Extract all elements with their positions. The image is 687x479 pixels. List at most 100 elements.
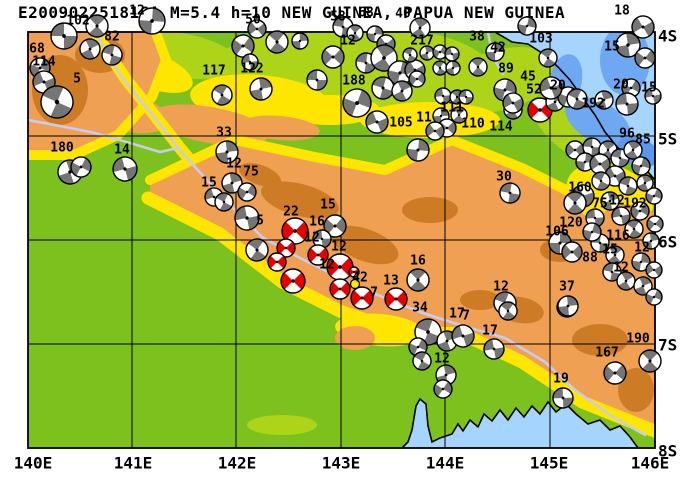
ball-label: 192 (623, 197, 646, 212)
ball-label: 122 (240, 62, 263, 77)
beachball (611, 206, 631, 226)
river (28, 118, 180, 154)
ball-label: 103 (529, 32, 552, 47)
beachball (552, 387, 574, 409)
beachball (538, 48, 558, 68)
terrain-patch (247, 415, 317, 435)
sea-depth-patch (565, 97, 631, 147)
ball-label: 12 (304, 231, 320, 246)
beachball (644, 87, 662, 105)
beachball (499, 182, 521, 204)
y-axis-label: 5S (658, 130, 677, 149)
beachball (412, 351, 432, 371)
beachball (40, 85, 74, 119)
beachball (631, 156, 651, 176)
ball-label: 38 (469, 30, 485, 45)
beachball (371, 76, 395, 100)
beachball (616, 271, 636, 291)
ball-label: 167 (595, 346, 618, 361)
beachball-red (307, 244, 329, 266)
ball-label: 12 (609, 194, 625, 209)
beachball (638, 349, 662, 373)
beachball (365, 110, 389, 134)
beachball (408, 70, 426, 88)
beachball (451, 324, 475, 348)
ball-label: 15 (201, 176, 217, 191)
ball-label: 192 (581, 97, 604, 112)
beachball (458, 89, 474, 105)
beachball (624, 219, 644, 239)
ball-label: 12 (434, 352, 450, 367)
x-axis-label: 143E (322, 454, 361, 473)
ball-label: 75 (592, 197, 608, 212)
beachball (214, 192, 234, 212)
ball-label: 180 (50, 141, 74, 156)
ball-label: 5 (73, 72, 81, 87)
ball-label: 22 (283, 205, 299, 220)
ball-label: 15 (602, 243, 618, 258)
beachball (615, 32, 641, 58)
terrain-band (28, 32, 171, 160)
ball-label: 96 (619, 127, 635, 142)
beachball (391, 80, 413, 102)
beachball (445, 60, 461, 76)
ball-label: 102 (66, 14, 89, 29)
ball-label: 89 (498, 62, 514, 77)
ball-label: 217 (410, 34, 433, 49)
beachball (631, 15, 655, 39)
ball-label: 190 (626, 332, 650, 347)
beachball (645, 288, 663, 306)
ball-label: 16 (309, 215, 325, 230)
beachball (321, 45, 345, 69)
ball-label: 15 (604, 40, 620, 55)
ball-label: 12 (129, 4, 145, 19)
beachball (406, 268, 430, 292)
ball-label: 42 (352, 271, 368, 286)
terrain-patch (240, 115, 320, 141)
ball-label: 18 (614, 4, 630, 19)
x-axis-label: 146E (631, 454, 670, 473)
ball-label: 42 (490, 41, 506, 56)
beachball (342, 88, 372, 118)
x-axis-label: 142E (218, 454, 257, 473)
beachball-red (281, 217, 309, 245)
ball-label: 52 (526, 83, 542, 98)
ball-label: 68 (29, 42, 45, 57)
y-axis-label: 7S (658, 336, 677, 355)
x-axis-label: 140E (14, 454, 53, 473)
beachball (636, 174, 654, 192)
ball-label: 7 (462, 309, 470, 324)
ball-label: 114 (489, 120, 513, 135)
ball-label: 30 (496, 170, 512, 185)
beachball (566, 88, 588, 110)
ball-label: 12 (331, 240, 347, 255)
beachball (432, 44, 448, 60)
terrain-patch (402, 197, 458, 223)
epicenter-marker (349, 278, 361, 290)
beachball (312, 229, 332, 249)
ball-label: 160 (568, 181, 592, 196)
beachball (591, 171, 611, 191)
terrain-patch (331, 225, 399, 265)
beachball (605, 245, 625, 265)
ball-label: 34 (412, 301, 428, 316)
ball-label: 82 (104, 30, 120, 45)
beachball (138, 7, 166, 35)
beachball (603, 361, 627, 385)
ball-label: 12 (613, 261, 629, 276)
ball-label: 117 (202, 64, 225, 79)
beachball (79, 38, 101, 60)
y-axis-label: 8S (658, 442, 677, 461)
ball-label: 37 (559, 280, 575, 295)
beachball (247, 19, 267, 39)
ball-label: 105 (389, 116, 412, 131)
beachball-red (280, 268, 306, 294)
beachball (50, 22, 78, 50)
beachball-red (350, 286, 374, 310)
ball-label: 13 (383, 274, 399, 289)
beachball (498, 301, 518, 321)
ball-label: 5 (256, 214, 264, 229)
ball-label: 12 (319, 258, 335, 273)
